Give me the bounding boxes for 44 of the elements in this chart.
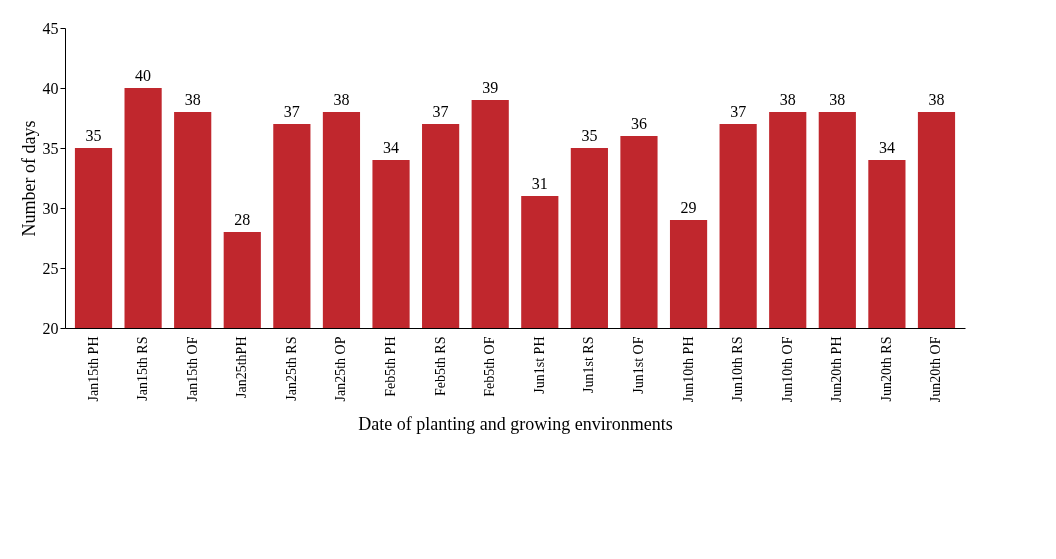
data-label: 38 (928, 91, 945, 108)
data-label: 40 (135, 67, 152, 84)
y-tick-label: 40 (42, 79, 59, 97)
data-label: 34 (383, 139, 400, 156)
data-label: 37 (432, 103, 449, 120)
x-tick-label: Jun10th RS (730, 336, 746, 402)
data-label: 29 (680, 199, 697, 216)
x-tick-label: Jun1st OF (630, 336, 646, 394)
x-tick-label: Jun20th RS (878, 336, 894, 402)
x-tick-label: Jun1st PH (531, 336, 547, 394)
y-tick-label: 30 (42, 199, 59, 217)
x-tick-label: Jun10th OF (779, 336, 795, 403)
x-tick-label: Jan15th OF (184, 336, 200, 402)
data-label: 38 (333, 91, 350, 108)
x-tick-label: Jun1st RS (581, 336, 597, 393)
x-tick-label: Jan15th RS (135, 336, 151, 401)
x-tick-label: Jun20th OF (928, 336, 944, 403)
y-tick-label: 25 (42, 259, 59, 277)
x-tick-label: Jan15th PH (85, 336, 101, 402)
x-tick-label: Jun10th PH (680, 336, 696, 403)
data-label: 39 (482, 79, 499, 96)
x-tick-label: Jan25th OP (333, 336, 349, 402)
data-label: 35 (85, 127, 102, 144)
x-tick-label: Jan25thPH (234, 336, 250, 398)
data-label: 38 (779, 91, 796, 108)
data-label: 37 (730, 103, 747, 120)
y-axis-title: Number of days (18, 120, 39, 237)
x-tick-label: Feb5th OF (482, 336, 498, 397)
x-tick-label: Feb5th RS (432, 336, 448, 397)
y-tick-label: 45 (42, 19, 59, 37)
data-label: 34 (878, 139, 895, 156)
data-label: 35 (581, 127, 598, 144)
x-axis-title: Date of planting and growing environments (358, 414, 673, 435)
data-label: 31 (531, 175, 548, 192)
data-label: 37 (283, 103, 300, 120)
data-label: 28 (234, 211, 251, 228)
x-tick-label: Feb5th PH (383, 336, 399, 397)
y-tick-label: 20 (42, 319, 59, 337)
x-tick-label: Jun20th PH (829, 336, 845, 403)
data-label: 38 (829, 91, 846, 108)
data-label: 36 (630, 115, 647, 132)
y-tick-label: 35 (42, 139, 59, 157)
x-tick-label: Jan25th RS (283, 336, 299, 401)
data-label: 38 (184, 91, 201, 108)
